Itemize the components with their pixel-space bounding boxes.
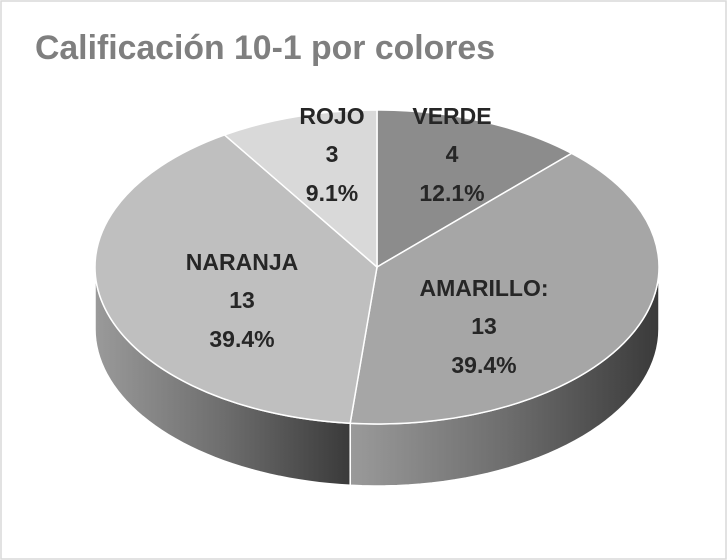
- slice: [94, 134, 378, 425]
- slice-label-percent: 39.4%: [451, 352, 516, 378]
- slice-label-name: NARANJA: [186, 249, 298, 275]
- slice-label-name: VERDE: [412, 103, 491, 129]
- slice-label-percent: 12.1%: [419, 180, 484, 206]
- slice-label-name: ROJO: [299, 103, 364, 129]
- slice-label-percent: 39.4%: [209, 326, 274, 352]
- slice-label-name: AMARILLO:: [419, 275, 548, 301]
- slice: [223, 109, 378, 269]
- slice: [376, 109, 574, 269]
- slice-label-value: 4: [446, 141, 459, 167]
- slice: [349, 152, 660, 425]
- chart-title: Calificación 10-1 por colores: [35, 29, 495, 67]
- slice-label-percent: 9.1%: [306, 180, 358, 206]
- slice-label-value: 13: [471, 313, 497, 339]
- slice-label-value: 3: [326, 141, 339, 167]
- slice-label-value: 13: [229, 287, 255, 313]
